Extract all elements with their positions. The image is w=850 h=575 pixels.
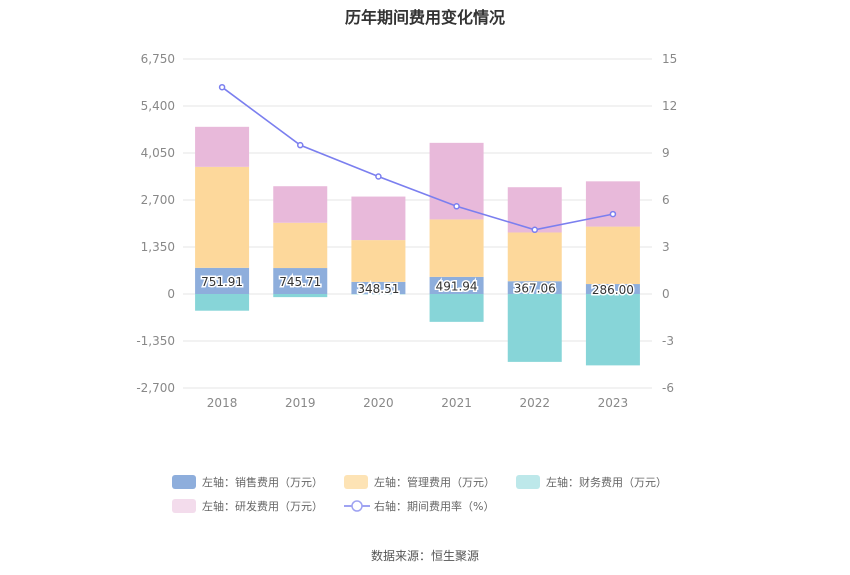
x-tick-label: 2018	[207, 396, 238, 410]
bar-mgmt-2023	[585, 226, 640, 285]
left-axis-ticks: -2,700 -1,350 0 1,350 2,700 4,050 5,400 6,750	[136, 52, 175, 395]
bar-label-sales-2021: 491.94	[436, 279, 478, 293]
legend-item-mgmt[interactable]: 左轴：管理费用（万元）	[344, 474, 495, 490]
legend-swatch-finance	[516, 475, 540, 489]
left-tick-label: 1,350	[141, 240, 175, 254]
legend-swatch-rd	[172, 499, 196, 513]
bar-finance-2021	[429, 294, 484, 322]
bar-mgmt-2020	[351, 240, 406, 282]
right-tick-label: 0	[662, 287, 670, 301]
right-tick-label: 9	[662, 146, 670, 160]
legend-swatch-rate	[344, 500, 370, 512]
rate-point-2018	[218, 83, 226, 91]
bar-label-sales-2019: 745.71	[279, 275, 321, 289]
bar-sales-2020	[351, 281, 406, 294]
legend-label-rd: 左轴：研发费用（万元）	[202, 500, 323, 513]
bar-rd-2020	[351, 196, 406, 241]
right-tick-label: 15	[662, 52, 677, 66]
bar-rd-2023	[585, 181, 640, 227]
legend-swatch-mgmt	[344, 475, 368, 489]
left-tick-label: -1,350	[136, 334, 175, 348]
bar-finance-2022	[507, 294, 562, 362]
x-tick-label: 2023	[598, 396, 629, 410]
bar-label-sales-2020: 348.51	[357, 282, 399, 296]
bar-mgmt-2018	[195, 166, 250, 268]
rate-point-2022	[531, 226, 538, 234]
legend-item-sales[interactable]: 左轴：销售费用（万元）	[172, 474, 323, 490]
left-tick-label: 4,050	[141, 146, 175, 160]
legend-label-finance: 左轴：财务费用（万元）	[546, 476, 667, 489]
legend-item-rate[interactable]: 右轴：期间费用率（%）	[344, 498, 494, 514]
bar-mgmt-2022	[507, 232, 562, 282]
left-tick-label: 5,400	[141, 99, 175, 113]
left-tick-label: 6,750	[141, 52, 175, 66]
x-tick-label: 2022	[519, 396, 550, 410]
bar-sales-2023	[585, 284, 640, 294]
left-tick-label: -2,700	[136, 381, 175, 395]
chart-title: 历年期间费用变化情况	[344, 8, 505, 27]
right-tick-label: 12	[662, 99, 677, 113]
bar-sales-2018	[195, 267, 250, 294]
legend-label-mgmt: 左轴：管理费用（万元）	[374, 476, 495, 489]
bars	[195, 126, 640, 366]
bar-sales-2019	[273, 268, 328, 294]
legend-label-sales: 左轴：销售费用（万元）	[202, 476, 323, 489]
bar-finance-2019	[273, 294, 328, 298]
legend-label-rate: 右轴：期间费用率（%）	[374, 500, 495, 513]
legend-item-rd[interactable]: 左轴：研发费用（万元）	[172, 498, 323, 514]
x-tick-label: 2020	[363, 396, 394, 410]
bar-label-sales-2022: 367.06	[514, 282, 556, 296]
rate-point-2021	[453, 203, 460, 210]
rate-line	[218, 83, 617, 234]
right-tick-label: -6	[662, 381, 674, 395]
legend-item-finance[interactable]: 左轴：财务费用（万元）	[516, 474, 667, 490]
rate-point-2019	[297, 141, 304, 149]
bar-finance-2023	[585, 294, 640, 366]
bar-label-sales-2023: 286.00	[592, 283, 634, 297]
bar-mgmt-2019	[273, 222, 328, 269]
right-axis-ticks: -6 -3 0 3 6 9 12 15	[662, 52, 677, 395]
left-tick-label: 0	[167, 287, 175, 301]
bar-rd-2019	[273, 186, 328, 223]
data-source: 数据来源：恒生聚源	[370, 549, 479, 563]
grid-lines	[183, 58, 652, 389]
bar-finance-2018	[195, 294, 250, 311]
bar-label-sales-2018: 751.91	[201, 275, 243, 289]
left-tick-label: 2,700	[141, 193, 175, 207]
bar-mgmt-2021	[429, 219, 484, 277]
x-axis-ticks: 2018 2019 2020 2021 2022 2023	[207, 396, 628, 410]
x-tick-label: 2019	[285, 396, 316, 410]
rate-line-path	[221, 86, 614, 231]
rate-point-2020	[375, 173, 382, 180]
bar-sales-2022	[507, 281, 562, 294]
bar-rd-2018	[195, 126, 250, 167]
rate-point-2023	[609, 210, 617, 218]
right-tick-label: -3	[662, 334, 674, 348]
right-tick-label: 6	[662, 193, 670, 207]
x-tick-label: 2021	[441, 396, 472, 410]
right-tick-label: 3	[662, 240, 670, 254]
legend-swatch-sales	[172, 475, 196, 489]
bar-labels: 751.91 745.71 348.51 491.94 367.06 286.00	[200, 273, 636, 298]
bar-sales-2021	[429, 276, 484, 294]
